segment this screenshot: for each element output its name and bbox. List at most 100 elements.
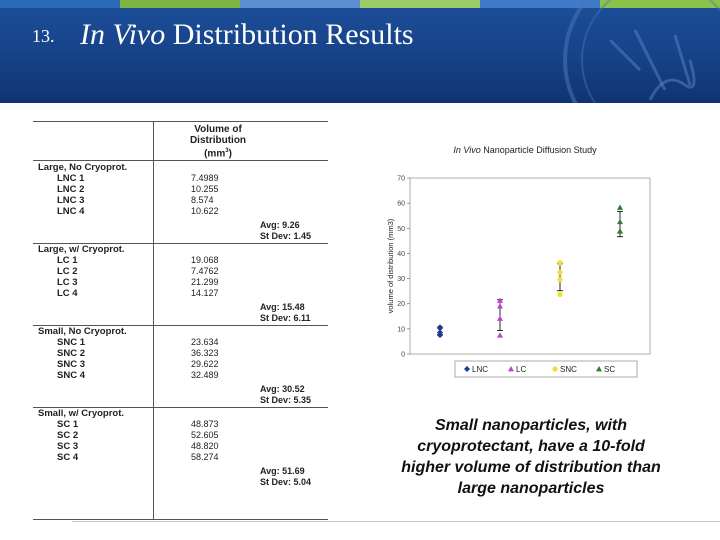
table-row: LNC 1 7.4989 <box>33 173 328 184</box>
group-label: Large, No Cryoprot. <box>38 162 128 173</box>
group-label: Large, w/ Cryoprot. <box>38 244 125 255</box>
sample-name: SC 1 <box>57 419 79 430</box>
sample-name: LNC 2 <box>57 184 85 195</box>
sample-value: 21.299 <box>191 277 219 287</box>
table-row: SNC 2 36.323 <box>33 348 328 359</box>
y-axis-label: volume of distribution (mm3) <box>386 218 395 313</box>
legend-label-snc: SNC <box>560 365 577 374</box>
data-point-sc <box>617 218 623 225</box>
data-point-snc <box>557 276 563 283</box>
table-std-row: St Dev: 5.04 <box>33 477 328 488</box>
table-row: SNC 1 23.634 <box>33 337 328 348</box>
legend-marker-snc <box>552 366 558 372</box>
group-std-dev: St Dev: 6.11 <box>260 313 311 323</box>
sample-name: SC 2 <box>57 430 79 441</box>
table-avg-row: Avg: 51.69 <box>33 466 328 477</box>
y-tick-label: 60 <box>397 201 405 208</box>
slide-number: 13. <box>32 26 55 46</box>
y-tick-label: 50 <box>397 226 405 233</box>
university-seal-watermark <box>563 0 720 103</box>
y-tick-label: 10 <box>397 326 405 333</box>
table-std-row: St Dev: 6.11 <box>33 313 328 324</box>
table-group-rule <box>33 325 328 326</box>
table-avg-row: Avg: 15.48 <box>33 302 328 313</box>
data-point-lc <box>497 315 503 321</box>
group-std-dev: St Dev: 5.35 <box>260 395 312 405</box>
sample-name: SC 4 <box>57 452 79 463</box>
table-bottom-rule <box>33 519 328 520</box>
plot-area-frame <box>409 177 651 355</box>
chart-title: In Vivo Nanoparticle Diffusion Study <box>453 145 597 155</box>
data-point-sc <box>617 204 623 210</box>
slide-header: 13. In Vivo Distribution Results <box>0 0 720 103</box>
data-point-sc <box>617 228 623 234</box>
data-point-lnc <box>437 329 443 336</box>
table-row: LNC 4 10.622 <box>33 206 328 217</box>
table-group-row: Small, No Cryoprot. <box>33 326 328 337</box>
table-row: SC 1 48.873 <box>33 419 328 430</box>
caption-line-4: large nanoparticles <box>457 480 605 497</box>
sample-value: 7.4762 <box>191 266 219 276</box>
table-group-row: Small, w/ Cryoprot. <box>33 408 328 419</box>
y-tick-label: 0 <box>401 352 405 359</box>
table-header-line2: Distribution <box>189 135 247 146</box>
sample-value: 7.4989 <box>191 173 219 183</box>
caption-line-3: higher volume of distribution than <box>401 459 661 476</box>
y-tick-label: 70 <box>397 176 405 183</box>
sample-value: 29.622 <box>191 359 219 369</box>
sample-value: 10.622 <box>191 206 219 216</box>
sample-value: 48.873 <box>191 419 219 429</box>
sample-name: SNC 2 <box>57 348 85 359</box>
sample-name: SNC 3 <box>57 359 85 370</box>
slide-title-italic: In Vivo <box>80 18 166 51</box>
slide-title: In Vivo Distribution Results <box>80 18 414 52</box>
footer-rule <box>72 521 720 522</box>
table-row: SC 2 52.605 <box>33 430 328 441</box>
table-row: LC 4 14.127 <box>33 288 328 299</box>
data-point-lc <box>497 332 503 338</box>
legend-marker-lnc <box>464 366 470 372</box>
sample-value: 58.274 <box>191 452 219 462</box>
table-header-line1: Volume of <box>194 124 242 135</box>
group-average: Avg: 30.52 <box>260 384 305 394</box>
sample-name: LNC 1 <box>57 173 85 184</box>
table-row: LNC 2 10.255 <box>33 184 328 195</box>
sample-value: 32.489 <box>191 370 219 380</box>
table-row: LC 3 21.299 <box>33 277 328 288</box>
sample-name: LNC 3 <box>57 195 85 206</box>
group-label: Small, No Cryoprot. <box>38 326 127 337</box>
table-group-rule <box>33 243 328 244</box>
data-point-snc <box>557 291 563 298</box>
y-tick-label: 20 <box>397 301 405 308</box>
sample-value: 8.574 <box>191 195 214 205</box>
table-row: SNC 3 29.622 <box>33 359 328 370</box>
sample-value: 52.605 <box>191 430 219 440</box>
data-point-snc <box>557 269 563 275</box>
sample-name: SC 3 <box>57 441 79 452</box>
table-row: LC 2 7.4762 <box>33 266 328 277</box>
group-average: Avg: 9.26 <box>260 220 300 230</box>
data-point-lnc <box>437 324 443 331</box>
sample-value: 36.323 <box>191 348 219 358</box>
y-tick-label: 30 <box>397 276 405 283</box>
sample-value: 14.127 <box>191 288 219 298</box>
table-avg-row: Avg: 9.26 <box>33 220 328 231</box>
table-column-divider <box>153 121 154 520</box>
conclusion-caption: Small nanoparticles, with cryoprotectant… <box>376 415 686 499</box>
header-stripe <box>0 0 720 8</box>
sample-name: LC 2 <box>57 266 78 277</box>
legend-label-lnc: LNC <box>472 365 488 374</box>
legend-label-lc: LC <box>516 365 526 374</box>
table-group-row: Large, No Cryoprot. <box>33 162 328 173</box>
caption-line-2: cryoprotectant, have a 10-fold <box>417 438 645 455</box>
sample-value: 23.634 <box>191 337 219 347</box>
table-row: LC 1 19.068 <box>33 255 328 266</box>
diffusion-chart: In Vivo Nanoparticle Diffusion Study 0 10 2… <box>386 145 651 378</box>
table-top-rule <box>33 121 328 122</box>
sample-name: LNC 4 <box>57 206 85 217</box>
sample-name: LC 4 <box>57 288 78 299</box>
sample-value: 10.255 <box>191 184 219 194</box>
data-point-lc <box>497 303 503 309</box>
table-std-row: St Dev: 5.35 <box>33 395 328 406</box>
table-row: SNC 4 32.489 <box>33 370 328 381</box>
